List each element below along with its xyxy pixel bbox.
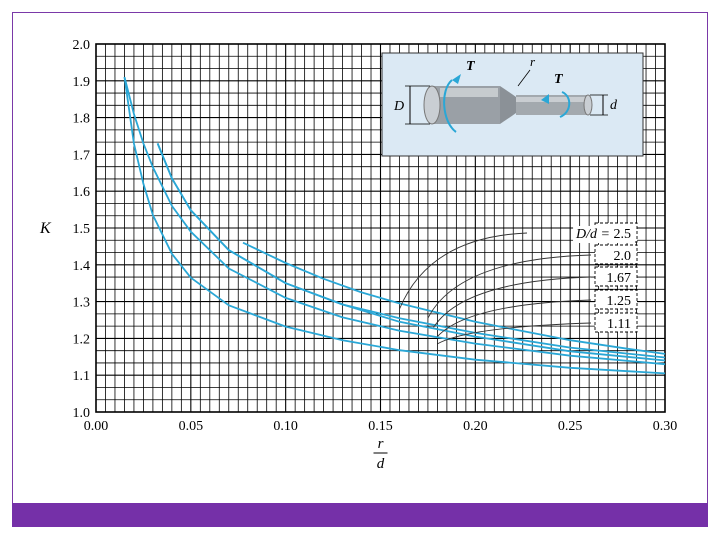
large-shaft-end: [423, 85, 441, 125]
legend-box: [594, 266, 638, 287]
x-tick-label: 0.30: [653, 419, 678, 434]
inset-r-label: r: [530, 54, 536, 69]
shoulder-fillet: [500, 86, 516, 124]
y-tick-label: 1.6: [73, 185, 91, 200]
y-axis-label: K: [39, 220, 52, 237]
left-torque-arrowhead-icon: [452, 74, 461, 84]
legend-box: [594, 289, 638, 310]
legend-label-backing: [573, 226, 633, 243]
series-line-1-25: [123, 76, 666, 366]
inset-T-right-label: T: [554, 72, 564, 87]
y-tick-label: 2.0: [73, 38, 91, 53]
y-tick-label: 1.7: [73, 148, 91, 163]
legend-leader-line: [433, 276, 592, 328]
y-tick-label: 1.4: [73, 259, 91, 274]
series-line-1-11: [123, 76, 666, 375]
inset-T-left-label: T: [466, 59, 476, 74]
legend-leader-line: [437, 299, 592, 337]
legend-leader-line: [437, 322, 592, 345]
x-tick-label: 0.05: [179, 419, 204, 434]
x-tick-label: 0.25: [558, 419, 583, 434]
series-line-2-5: [242, 241, 666, 355]
plot-border: [95, 43, 666, 413]
large-shaft-highlight: [440, 88, 498, 97]
x-tick-label: 0.20: [463, 419, 488, 434]
right-torque-arrowhead-icon: [541, 94, 549, 104]
legend-box: [594, 312, 638, 333]
left-torque-arrow: [443, 79, 457, 133]
y-tick-label: 1.0: [73, 406, 91, 421]
shaft-inset-diagram: D d r T T: [381, 52, 644, 157]
y-tick-label: 1.8: [73, 112, 91, 127]
grid: [96, 44, 665, 412]
legend-label: 1.11: [607, 317, 631, 332]
x-axis-label-denominator: d: [377, 456, 385, 472]
legend-leader-line: [399, 232, 528, 310]
legend-label: 1.25: [607, 294, 632, 309]
legend-label: 1.67: [607, 271, 632, 286]
y-tick-label: 1.3: [73, 296, 91, 311]
tick-labels: 0.00 0.05 0.10 0.15 0.20 0.25 0.30 1.0 1.1 1.2 1.3…: [73, 38, 678, 434]
legend-label: D/d = 2.5: [575, 227, 631, 242]
legend-leader-line: [427, 254, 592, 319]
right-torque-arrow: [559, 91, 571, 118]
x-tick-label: 0.15: [368, 419, 393, 434]
axis-labels: K r d: [39, 220, 388, 472]
y-tick-label: 1.5: [73, 222, 91, 237]
x-tick-label: 0.00: [84, 419, 109, 434]
legend-label: 2.0: [614, 249, 632, 264]
series-legend: D/d = 2.5 2.0 1.67 1.25 1.11: [399, 222, 638, 345]
small-shaft-highlight: [516, 97, 588, 102]
footer-bar: [12, 503, 708, 527]
y-tick-label: 1.9: [73, 75, 91, 90]
legend-box: [594, 244, 638, 265]
x-tick-label: 0.10: [273, 419, 298, 434]
y-tick-label: 1.2: [73, 332, 91, 347]
series-line-1-67: [156, 143, 666, 362]
inset-d-label: d: [610, 98, 618, 113]
r-leader-line: [517, 69, 531, 87]
inset-D-label: D: [393, 99, 404, 114]
small-shaft-end: [583, 94, 593, 116]
x-axis-label-numerator: r: [378, 436, 384, 452]
series-lines: [123, 76, 666, 375]
y-tick-label: 1.1: [73, 369, 91, 384]
